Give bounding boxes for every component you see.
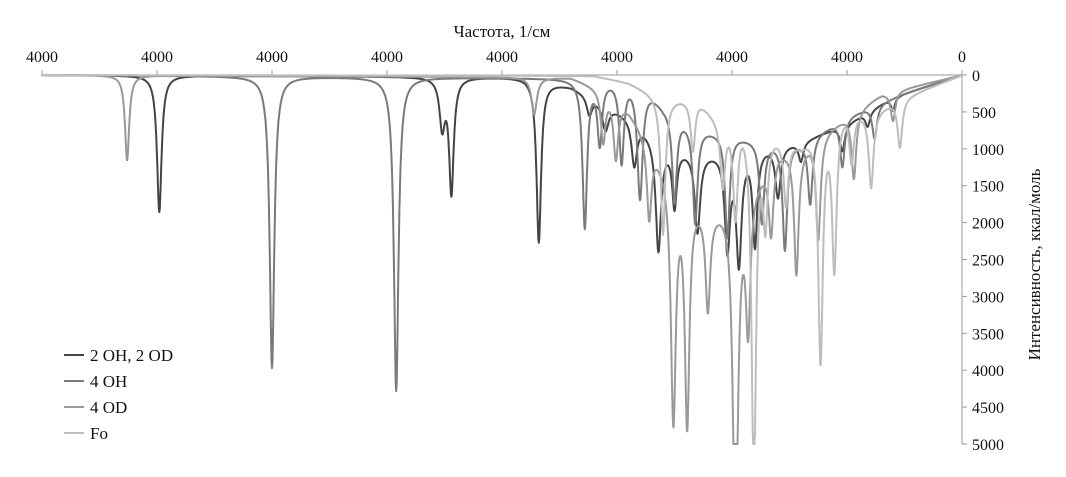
legend-label: 4 OD — [90, 398, 127, 417]
x-tick-label: 4000 — [371, 49, 403, 66]
y-tick-label: 1000 — [972, 142, 1004, 159]
x-tick-label: 0 — [958, 49, 966, 66]
y-tick-label: 3500 — [972, 326, 1004, 343]
y-tick-label: 500 — [972, 105, 996, 122]
legend-label: Fo — [90, 424, 108, 443]
legend-label: 4 OH — [90, 372, 127, 391]
x-axis-title: Частота, 1/см — [454, 22, 551, 41]
x-tick-label: 4000 — [601, 49, 633, 66]
x-tick-label: 4000 — [716, 49, 748, 66]
y-tick-label: 3000 — [972, 289, 1004, 306]
y-tick-label: 0 — [972, 68, 980, 85]
legend-label: 2 OH, 2 OD — [90, 346, 173, 365]
y-tick-label: 4000 — [972, 363, 1004, 380]
x-axis: 4000 4000 4000 4000 4000 4000 4000 4000 0 — [26, 49, 966, 76]
x-tick-label: 4000 — [141, 49, 173, 66]
series-line-3 — [41, 74, 963, 445]
series-layer — [41, 74, 963, 445]
y-axis: 0 500 1000 1500 2000 2500 3000 3500 4000 4500 5000 — [961, 68, 1004, 454]
y-axis-title: Интенсивность, ккал/моль — [1025, 168, 1044, 360]
legend: 2 OH, 2 OD 4 OH 4 OD Fo — [64, 346, 173, 443]
y-tick-label: 5000 — [972, 437, 1004, 454]
y-tick-label: 1500 — [972, 179, 1004, 196]
x-tick-label: 4000 — [256, 49, 288, 66]
y-tick-label: 2000 — [972, 216, 1004, 233]
y-tick-label: 4500 — [972, 400, 1004, 417]
x-tick-label: 4000 — [26, 49, 58, 66]
x-tick-label: 4000 — [831, 49, 863, 66]
y-tick-label: 2500 — [972, 253, 1004, 270]
x-tick-label: 4000 — [486, 49, 518, 66]
